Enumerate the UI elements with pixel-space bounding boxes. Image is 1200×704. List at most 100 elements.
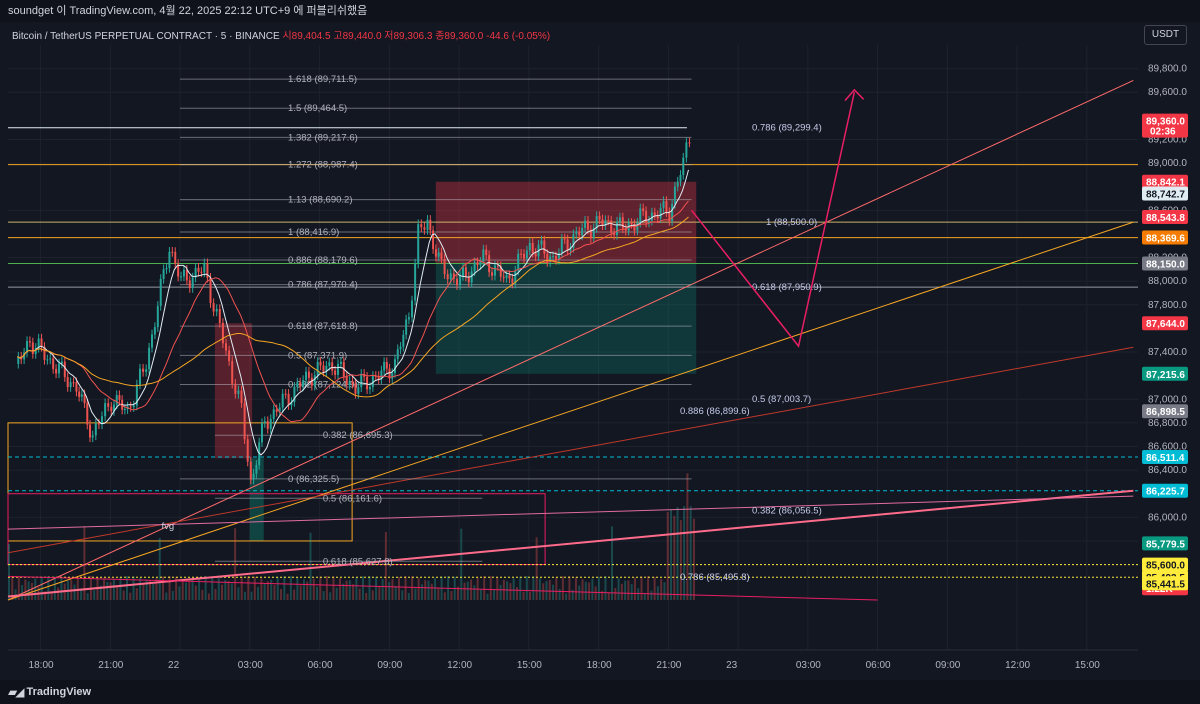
fib-label-3: 1.272 (88,987.4)	[288, 160, 358, 171]
fib-label-2: 1.382 (89,217.6)	[288, 132, 358, 143]
ohlc-low: 저89,306.3	[384, 31, 433, 42]
price-badge-1	[1142, 174, 1188, 189]
y-tick-13: 86,000.0	[1148, 512, 1187, 523]
price-badge-12	[1142, 557, 1188, 572]
candle-body-134	[407, 317, 410, 320]
candle-body-212	[636, 222, 639, 231]
volume-bar-205	[679, 520, 682, 600]
volume-bar-40	[139, 577, 142, 600]
candle-body-136	[414, 263, 417, 301]
volume-bar-120	[401, 590, 404, 600]
x-tick-9: 21:00	[656, 660, 681, 671]
candle-body-230	[688, 142, 691, 144]
volume-bar-81	[273, 584, 276, 600]
candle-body-172	[520, 253, 523, 255]
volume-bar-69	[234, 528, 237, 600]
trend-line-5	[7, 495, 1134, 530]
volume-bar-41	[142, 584, 145, 600]
candle-body-75	[237, 390, 240, 394]
candle-body-120	[368, 387, 371, 390]
volume-bar-199	[660, 578, 663, 600]
volume-bar-161	[535, 537, 538, 600]
trend-line-3	[7, 346, 1134, 554]
volume-bar-201	[666, 511, 669, 600]
volume-bar-176	[584, 581, 587, 600]
ma-slow-line	[17, 216, 689, 398]
volume-bar-101	[339, 578, 342, 600]
candle-body-183	[552, 256, 555, 258]
volume-bar-39	[135, 588, 138, 600]
volume-bar-202	[670, 509, 673, 600]
candle-body-109	[337, 363, 340, 375]
volume-bar-24	[86, 593, 89, 600]
candle-body-76	[240, 390, 243, 403]
price-badge-label-12: 85,600.0	[1146, 561, 1185, 572]
volume-bar-196	[650, 590, 653, 600]
volume-bar-70	[237, 587, 240, 600]
candle-body-141	[429, 219, 432, 231]
candle-body-129	[393, 359, 396, 373]
fib-label-13: 0.5 (86,161.6)	[323, 493, 382, 504]
volume-bar-143	[476, 577, 479, 600]
volume-bar-195	[647, 576, 650, 600]
volume-bar-204	[676, 507, 679, 600]
candle-body-124	[380, 370, 383, 380]
candle-body-85	[266, 421, 269, 429]
price-badge-15	[1142, 576, 1188, 591]
volume-bar-98	[329, 592, 332, 600]
volume-bar-92	[309, 532, 312, 600]
right-fib-label-3: 0.5 (87,003.7)	[752, 394, 811, 405]
right-fib-label-4: 0.886 (86,899.6)	[680, 406, 750, 417]
volume-bar-126	[420, 584, 423, 600]
volume-bar-169	[561, 576, 564, 600]
fvg-label: fvg	[161, 521, 174, 532]
volume-bar-179	[594, 586, 597, 600]
volume-bar-128	[427, 580, 430, 600]
candle-body-160	[485, 249, 488, 256]
candle-body-35	[118, 395, 121, 400]
publish-title: soundget 이 TradingView.com, 4월 22, 2025 …	[8, 5, 368, 17]
candle-body-77	[243, 402, 246, 440]
candle-body-125	[383, 362, 386, 371]
volume-bar-36	[125, 576, 128, 600]
volume-bar-130	[434, 578, 437, 600]
candle-body-130	[396, 349, 399, 360]
candle-body-143	[434, 249, 437, 257]
volume-bar-118	[394, 585, 397, 600]
candle-body-191	[575, 231, 578, 235]
volume-bar-20	[73, 584, 76, 600]
volume-bar-13	[50, 592, 53, 600]
tradingview-brand[interactable]: ▰◢ TradingView	[8, 685, 91, 699]
candle-body-215	[645, 211, 648, 223]
candle-body-158	[479, 261, 482, 266]
volume-bar-181	[601, 590, 604, 600]
candle-body-226	[676, 181, 679, 187]
candle-body-227	[679, 174, 682, 182]
candle-body-170	[514, 270, 517, 284]
candle-body-198	[595, 216, 598, 229]
volume-bar-29	[103, 579, 106, 600]
symbol-name[interactable]: Bitcoin / TetherUS PERPETUAL CONTRACT · …	[12, 31, 280, 42]
volume-bar-58	[198, 577, 201, 600]
candle-body-185	[557, 253, 560, 260]
x-tick-5: 09:00	[377, 660, 402, 671]
candle-body-40	[132, 405, 135, 408]
candle-body-72	[228, 350, 231, 362]
candle-body-206	[618, 217, 621, 222]
candle-body-41	[135, 384, 138, 406]
volume-bar-74	[250, 591, 253, 600]
candle-body-140	[426, 219, 429, 230]
candle-body-53	[171, 251, 174, 253]
volume-bar-108	[361, 576, 364, 600]
candle-body-189	[569, 247, 572, 251]
candle-body-161	[488, 255, 491, 273]
currency-button[interactable]: USDT	[1144, 25, 1187, 45]
price-badge-label-11: 85,779.5	[1146, 539, 1185, 550]
candle-body-216	[647, 220, 650, 223]
candle-body-103	[319, 361, 322, 366]
volume-bar-155	[515, 587, 518, 600]
candle-body-73	[231, 361, 234, 384]
volume-bar-94	[316, 586, 319, 600]
candle-body-13	[55, 368, 58, 374]
